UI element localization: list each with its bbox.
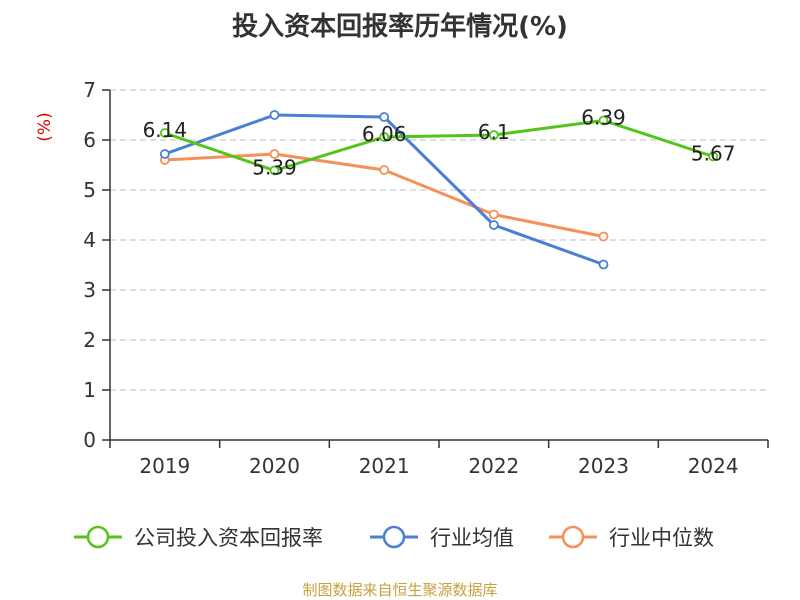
legend-label: 公司投入资本回报率 xyxy=(134,526,323,550)
y-tick-label: 2 xyxy=(83,328,96,352)
data-point xyxy=(159,149,170,159)
data-label: 6.39 xyxy=(581,106,626,130)
y-tick-label: 4 xyxy=(83,228,96,252)
data-label: 6.1 xyxy=(478,120,510,144)
legend: 公司投入资本回报率 行业均值 行业中位数 xyxy=(74,525,714,550)
data-point xyxy=(488,209,499,220)
data-point xyxy=(379,165,390,175)
x-tick-label: 2023 xyxy=(578,454,629,478)
y-tick-label: 1 xyxy=(83,378,96,402)
legend-marker xyxy=(86,525,110,549)
legend-label: 行业均值 xyxy=(430,526,514,550)
y-tick-label: 7 xyxy=(83,78,96,102)
y-tick-label: 6 xyxy=(83,128,96,152)
data-label: 6.14 xyxy=(143,118,188,142)
chart-title: 投入资本回报率历年情况(%) xyxy=(232,12,568,42)
data-point xyxy=(269,110,280,120)
axes: 0 1 2 3 4 5 6 7 2019 2020 2021 2022 2023 2024 xyxy=(83,78,769,478)
series-line xyxy=(164,119,714,172)
data-labels: 6.14 5.39 6.06 6.1 6.39 5.67 xyxy=(143,106,736,180)
data-point xyxy=(708,151,719,162)
x-tick-label: 2019 xyxy=(139,454,190,478)
data-source-note: 制图数据来自恒生聚源数据库 xyxy=(302,581,498,599)
data-point xyxy=(379,132,390,142)
y-tick-label: 0 xyxy=(83,428,96,452)
data-point xyxy=(269,149,280,159)
x-tick-label: 2022 xyxy=(468,454,519,478)
data-point xyxy=(598,231,609,242)
y-tick-label: 3 xyxy=(83,278,96,302)
legend-label: 行业中位数 xyxy=(609,526,714,550)
data-label: 6.06 xyxy=(362,122,407,146)
legend-marker xyxy=(382,525,406,549)
x-tick-label: 2020 xyxy=(249,454,300,478)
y-tick-label: 5 xyxy=(83,178,96,202)
series-points xyxy=(159,110,719,270)
y-axis-label: (%) xyxy=(35,112,55,141)
data-label: 5.39 xyxy=(252,156,297,180)
data-point xyxy=(159,128,170,138)
data-point xyxy=(598,259,609,270)
x-tick-label: 2024 xyxy=(688,454,739,478)
data-point xyxy=(488,130,499,140)
data-point xyxy=(488,220,499,230)
legend-marker xyxy=(561,525,585,549)
data-point xyxy=(598,115,609,126)
x-tick-label: 2021 xyxy=(359,454,410,478)
data-label: 5.67 xyxy=(691,142,736,166)
data-point xyxy=(269,165,280,176)
data-point xyxy=(379,112,390,122)
